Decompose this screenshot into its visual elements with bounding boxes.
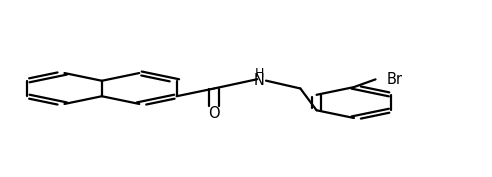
Text: H: H — [254, 67, 264, 80]
Text: N: N — [254, 73, 265, 88]
Text: Br: Br — [386, 72, 402, 87]
Text: O: O — [208, 106, 220, 121]
